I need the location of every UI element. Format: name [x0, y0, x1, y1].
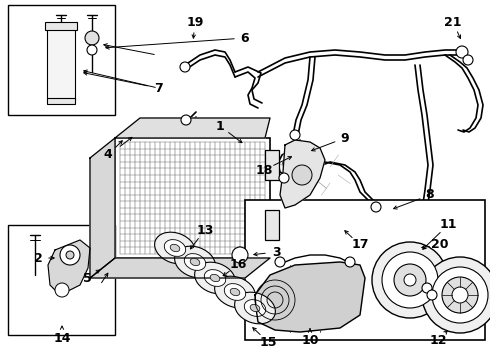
Text: 20: 20 — [431, 238, 449, 252]
Bar — [265, 210, 279, 240]
Polygon shape — [255, 262, 365, 332]
Circle shape — [181, 115, 191, 125]
Text: 14: 14 — [53, 332, 71, 345]
Circle shape — [345, 257, 355, 267]
Ellipse shape — [190, 258, 200, 266]
Circle shape — [456, 46, 468, 58]
Circle shape — [404, 274, 416, 286]
Bar — [8, 225, 115, 335]
Circle shape — [371, 202, 381, 212]
Text: 2: 2 — [34, 252, 42, 265]
Circle shape — [232, 247, 248, 263]
Ellipse shape — [235, 292, 275, 324]
Circle shape — [275, 257, 285, 267]
Circle shape — [180, 62, 190, 72]
Circle shape — [422, 257, 490, 333]
Circle shape — [422, 283, 432, 293]
Ellipse shape — [210, 274, 220, 282]
Text: 11: 11 — [439, 219, 457, 231]
Bar — [45, 22, 77, 30]
Polygon shape — [48, 240, 90, 295]
Circle shape — [427, 290, 437, 300]
Text: 1: 1 — [216, 120, 224, 132]
Circle shape — [292, 165, 312, 185]
Bar — [47, 98, 75, 104]
Ellipse shape — [195, 262, 235, 294]
Ellipse shape — [164, 240, 186, 256]
Ellipse shape — [224, 284, 245, 300]
Ellipse shape — [170, 244, 180, 252]
Bar — [265, 150, 279, 180]
Ellipse shape — [245, 300, 266, 316]
Circle shape — [372, 242, 448, 318]
Text: 18: 18 — [255, 163, 273, 176]
Circle shape — [382, 252, 438, 308]
Circle shape — [55, 283, 69, 297]
Text: 3: 3 — [271, 246, 280, 258]
Text: 4: 4 — [103, 148, 112, 162]
Circle shape — [463, 55, 473, 65]
Text: 15: 15 — [259, 336, 277, 348]
Text: 12: 12 — [429, 333, 447, 346]
Text: 5: 5 — [83, 271, 91, 284]
Bar — [245, 200, 485, 340]
Polygon shape — [280, 140, 325, 208]
Circle shape — [66, 251, 74, 259]
Circle shape — [87, 45, 97, 55]
Text: 10: 10 — [301, 333, 319, 346]
Text: 7: 7 — [154, 81, 162, 94]
Text: 6: 6 — [241, 31, 249, 45]
Ellipse shape — [215, 276, 255, 308]
Text: 8: 8 — [426, 189, 434, 202]
Bar — [47, 28, 75, 100]
Ellipse shape — [155, 232, 196, 264]
Ellipse shape — [250, 304, 260, 312]
Text: 19: 19 — [186, 15, 204, 28]
Text: 17: 17 — [351, 238, 369, 252]
Bar — [8, 5, 115, 115]
Polygon shape — [115, 118, 270, 138]
Circle shape — [452, 287, 468, 303]
Circle shape — [290, 130, 300, 140]
Circle shape — [394, 264, 426, 296]
Text: 13: 13 — [196, 224, 214, 237]
Circle shape — [432, 267, 488, 323]
Text: 9: 9 — [341, 131, 349, 144]
Polygon shape — [90, 258, 270, 278]
Circle shape — [60, 245, 80, 265]
Circle shape — [85, 31, 99, 45]
Ellipse shape — [174, 246, 216, 278]
Text: 16: 16 — [229, 258, 246, 271]
Bar — [115, 138, 270, 258]
Circle shape — [442, 277, 478, 313]
Circle shape — [279, 173, 289, 183]
Ellipse shape — [184, 253, 206, 270]
Ellipse shape — [204, 270, 226, 287]
Ellipse shape — [230, 288, 240, 296]
Text: 21: 21 — [444, 15, 462, 28]
Polygon shape — [90, 138, 115, 278]
